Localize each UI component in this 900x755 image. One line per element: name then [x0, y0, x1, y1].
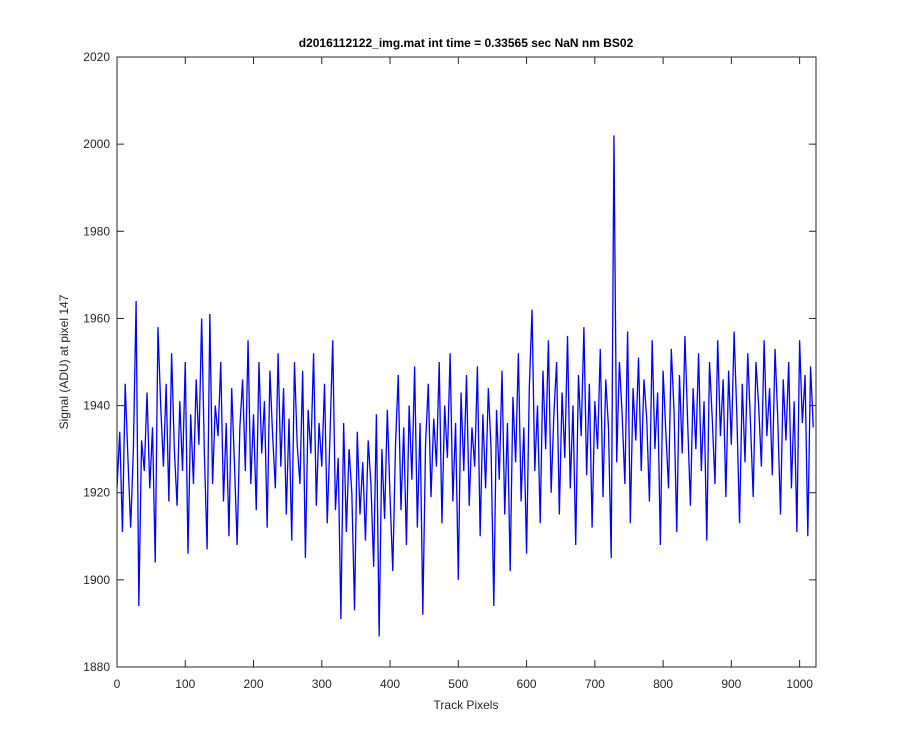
x-tick-label: 1000	[786, 677, 813, 691]
x-tick-label: 800	[653, 677, 673, 691]
data-line	[116, 135, 814, 637]
chart-title: d2016112122_img.mat int time = 0.33565 s…	[299, 36, 634, 50]
y-tick-label: 1900	[83, 573, 110, 587]
y-tick-label: 1920	[83, 486, 110, 500]
x-tick-label: 100	[175, 677, 195, 691]
y-axis-label: Signal (ADU) at pixel 147	[57, 294, 71, 429]
y-tick-label: 1880	[83, 660, 110, 674]
x-tick-label: 0	[114, 677, 121, 691]
y-tick-label: 2000	[83, 137, 110, 151]
x-tick-label: 200	[244, 677, 264, 691]
y-tick-label: 2020	[83, 50, 110, 64]
x-tick-label: 500	[448, 677, 468, 691]
y-tick-label: 1940	[83, 399, 110, 413]
x-tick-label: 700	[585, 677, 605, 691]
x-tick-label: 300	[312, 677, 332, 691]
y-tick-label: 1960	[83, 311, 110, 325]
plot-area	[117, 57, 816, 667]
y-tick-label: 1980	[83, 224, 110, 238]
axes-box	[116, 56, 817, 668]
x-tick-label: 900	[721, 677, 741, 691]
x-tick-label: 400	[380, 677, 400, 691]
x-axis-label: Track Pixels	[434, 698, 499, 712]
x-tick-label: 600	[517, 677, 537, 691]
